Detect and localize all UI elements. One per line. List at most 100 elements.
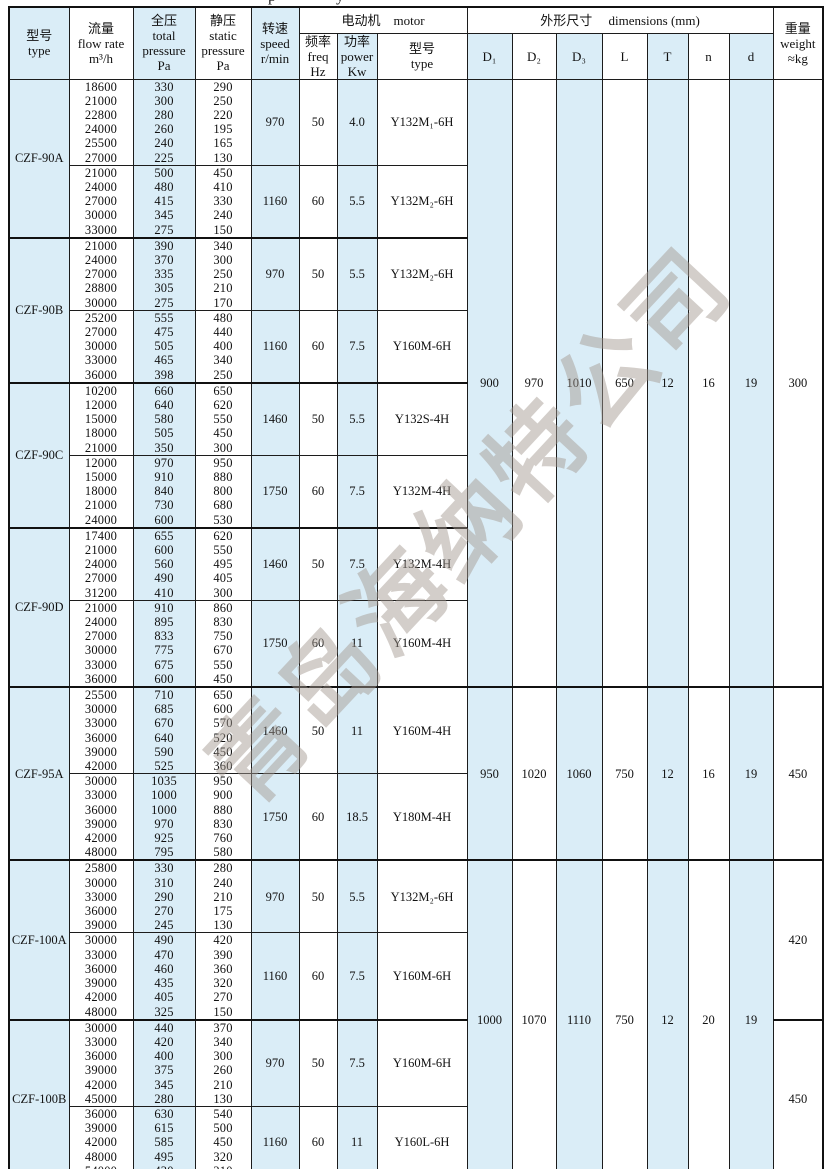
power-cell: 11 — [336, 686, 378, 775]
total-pressure-cell: 1035 1000 1000 970 925 795 — [132, 773, 196, 861]
power-cell: 5.5 — [336, 381, 378, 456]
dim-T-cell: 12 — [646, 686, 689, 861]
motor-type-cell: Y132S-4H — [376, 381, 468, 456]
motor-type-cell: Y160M-6H — [376, 1018, 468, 1107]
header-n: n — [687, 32, 730, 80]
dim-n-cell: 16 — [687, 78, 730, 688]
dim-d-cell: 19 — [728, 686, 774, 861]
motor-type-cell: Y160M-6H — [376, 932, 468, 1021]
total-pressure-cell: 660 640 580 505 350 — [132, 381, 196, 456]
header-d2: D₂ — [511, 32, 557, 80]
static-pressure-cell: 280 240 210 175 130 — [194, 859, 252, 934]
freq-cell: 60 — [298, 164, 338, 239]
total-pressure-cell: 910 895 833 775 675 600 — [132, 599, 196, 688]
freq-cell: 60 — [298, 454, 338, 529]
power-cell: 7.5 — [336, 454, 378, 529]
motor-type-cell: Y132M-4H — [376, 526, 468, 601]
flow-cell: 10200 12000 15000 18000 21000 — [68, 381, 134, 456]
freq-cell: 50 — [298, 859, 338, 934]
static-pressure-cell: 620 550 495 405 300 — [194, 526, 252, 601]
cropped-title-fragment: p y — [268, 0, 388, 6]
header-dimensions-group: 外形尺寸 dimensions (mm) — [466, 6, 774, 34]
dim-d1-cell: 950 — [466, 686, 513, 861]
freq-cell: 60 — [298, 932, 338, 1021]
static-pressure-cell: 950 880 800 680 530 — [194, 454, 252, 529]
power-cell: 7.5 — [336, 526, 378, 601]
table-row: CZF-90D 17400 21000 24000 27000 31200 65… — [8, 526, 823, 688]
motor-type-cell: Y132M-4H — [376, 454, 468, 529]
table-row: CZF-100B 30000 33000 36000 39000 42000 4… — [8, 1018, 824, 1169]
total-pressure-cell: 390 370 335 305 275 — [132, 236, 196, 311]
static-pressure-cell: 450 410 330 240 150 — [194, 164, 252, 239]
dim-L-cell: 650 — [601, 78, 648, 688]
freq-cell: 50 — [298, 686, 338, 775]
dim-d3-cell: 1060 — [555, 686, 603, 861]
header-row-1: 型号 type 流量 flow rate m³/h 全压 total press… — [8, 6, 824, 80]
table-row: 25200 27000 30000 33000 36000 555 475 50… — [9, 309, 823, 384]
dim-T-cell: 12 — [646, 78, 689, 688]
speed-cell: 1160 — [250, 932, 300, 1021]
model-cell: CZF-95A — [8, 686, 70, 861]
dim-d-cell: 19 — [728, 78, 774, 688]
table-row: 21000 24000 27000 30000 33000 500 480 41… — [9, 164, 823, 239]
static-pressure-cell: 370 340 300 260 210 130 — [194, 1018, 252, 1107]
dim-L-cell: 750 — [601, 859, 648, 1169]
flow-cell: 21000 24000 27000 28800 30000 — [68, 236, 134, 311]
total-pressure-cell: 630 615 585 495 430 — [132, 1105, 196, 1169]
motor-type-cell: Y132M₂-6H — [376, 236, 468, 311]
table-row: CZF-100A 25800 30000 33000 36000 39000 3… — [8, 859, 824, 1169]
speed-cell: 970 — [250, 859, 300, 934]
total-pressure-cell: 330 300 280 260 240 225 — [132, 78, 196, 166]
motor-type-cell: Y180M-4H — [376, 773, 468, 861]
motor-type-cell: Y132M₁-6H — [376, 78, 468, 166]
flow-cell: 25800 30000 33000 36000 39000 — [68, 859, 134, 934]
dim-T-cell: 12 — [646, 859, 689, 1169]
motor-type-cell: Y160M-4H — [376, 686, 468, 775]
header-T: T — [646, 32, 689, 80]
power-cell: 5.5 — [336, 236, 378, 311]
freq-cell: 50 — [298, 526, 338, 601]
flow-cell: 17400 21000 24000 27000 31200 — [68, 526, 134, 601]
speed-cell: 970 — [250, 236, 300, 311]
dim-d2-cell: 1070 — [511, 859, 557, 1169]
freq-cell: 50 — [298, 381, 338, 456]
speed-cell: 1460 — [250, 686, 300, 775]
header-power: 功率 power Kw — [336, 32, 378, 80]
speed-cell: 1160 — [250, 1105, 300, 1169]
flow-cell: 12000 15000 18000 21000 24000 — [68, 454, 134, 529]
flow-cell: 18600 21000 22800 24000 25500 27000 — [68, 78, 134, 166]
flow-cell: 21000 24000 27000 30000 33000 — [68, 164, 134, 239]
total-pressure-cell: 655 600 560 490 410 — [132, 526, 196, 601]
static-pressure-cell: 340 300 250 210 170 — [194, 236, 252, 311]
power-cell: 7.5 — [336, 1018, 378, 1107]
total-pressure-cell: 330 310 290 270 245 — [132, 859, 196, 934]
flow-cell: 25200 27000 30000 33000 36000 — [68, 309, 134, 384]
weight-cell: 300 — [772, 78, 824, 688]
model-cell: CZF-90D — [8, 526, 70, 688]
table-row: 30000 33000 36000 39000 42000 48000 1035… — [9, 773, 823, 861]
freq-cell: 60 — [298, 309, 338, 384]
header-motor-group: 电动机 motor — [298, 6, 468, 34]
power-cell: 11 — [336, 599, 378, 688]
weight-cell: 450 — [772, 1018, 824, 1169]
static-pressure-cell: 290 250 220 195 165 130 — [194, 78, 252, 166]
total-pressure-cell: 500 480 415 345 275 — [132, 164, 196, 239]
weight-cell: 420 — [772, 859, 824, 1021]
header-d: d — [728, 32, 774, 80]
motor-type-cell: Y160M-4H — [376, 599, 468, 688]
dim-n-cell: 16 — [687, 686, 730, 861]
header-freq: 频率 freq Hz — [298, 32, 338, 80]
header-total-pressure: 全压 total pressure Pa — [132, 6, 196, 80]
header-d3: D₃ — [555, 32, 603, 80]
speed-cell: 1460 — [250, 526, 300, 601]
speed-cell: 1160 — [250, 309, 300, 384]
total-pressure-cell: 710 685 670 640 590 525 — [132, 686, 196, 775]
flow-cell: 30000 33000 36000 39000 42000 48000 — [68, 932, 134, 1021]
power-cell: 11 — [336, 1105, 378, 1169]
power-cell: 4.0 — [336, 78, 378, 166]
static-pressure-cell: 650 600 570 520 450 360 — [194, 686, 252, 775]
speed-cell: 1160 — [250, 164, 300, 239]
dim-d1-cell: 1000 — [466, 859, 513, 1169]
flow-cell: 25500 30000 33000 36000 39000 42000 — [68, 686, 134, 775]
